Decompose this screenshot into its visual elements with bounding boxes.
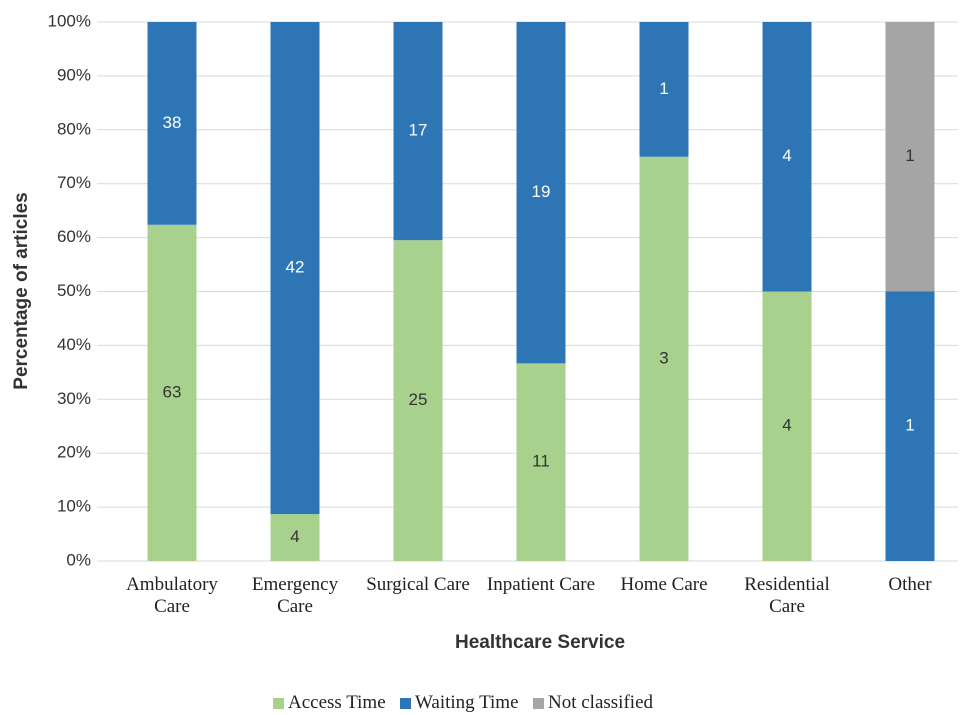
data-label: 38: [163, 113, 182, 132]
bar-segment: [393, 22, 443, 241]
bar-segment: [147, 224, 197, 561]
y-tick-label: 10%: [57, 497, 91, 516]
data-label: 1: [905, 146, 914, 165]
data-label: 42: [286, 258, 305, 277]
legend-swatch: [400, 697, 411, 709]
bar-segment: [516, 363, 566, 561]
legend-label: Waiting Time: [415, 692, 519, 713]
data-label: 3: [659, 348, 668, 367]
y-tick-label: 100%: [48, 11, 91, 30]
legend-label: Not classified: [548, 692, 654, 713]
legend-swatch: [273, 697, 284, 709]
y-tick-label: 0%: [66, 550, 91, 569]
bar-segment: [516, 22, 566, 364]
x-tick-label: Home Care: [620, 574, 708, 595]
bar-segment: [885, 22, 935, 292]
y-tick-label: 70%: [57, 173, 91, 192]
y-axis-title: Percentage of articles: [11, 192, 32, 389]
x-tick-label: Residential Care: [744, 574, 830, 617]
bar-segment: [270, 22, 320, 515]
legend-label: Access Time: [288, 692, 386, 713]
y-tick-label: 80%: [57, 119, 91, 138]
data-label: 4: [290, 527, 299, 546]
x-tick-label: Other: [888, 574, 932, 595]
bar-segment: [885, 291, 935, 561]
data-label: 63: [163, 382, 182, 401]
bar-segment: [762, 291, 812, 561]
legend-item: Not classified: [533, 692, 653, 714]
bar-segment: [270, 514, 320, 561]
bar-segment: [639, 156, 689, 561]
bar-segment: [393, 240, 443, 561]
x-axis-title: Healthcare Service: [455, 632, 625, 653]
data-label: 1: [905, 416, 914, 435]
data-label: 25: [409, 390, 428, 409]
y-tick-label: 50%: [57, 281, 91, 300]
x-tick-label: Surgical Care: [366, 574, 470, 595]
data-label: 11: [532, 452, 550, 471]
bar-segment: [762, 22, 812, 292]
y-tick-label: 20%: [57, 443, 91, 462]
data-label: 4: [782, 416, 791, 435]
y-tick-label: 40%: [57, 335, 91, 354]
x-tick-label: Ambulatory Care: [126, 574, 218, 617]
bar-segment: [147, 22, 197, 225]
data-label: 19: [532, 182, 551, 201]
data-label: 1: [659, 79, 668, 98]
data-label: 4: [782, 146, 791, 165]
y-tick-label: 30%: [57, 389, 91, 408]
y-tick-label: 60%: [57, 227, 91, 246]
legend-swatch: [533, 697, 544, 709]
legend-item: Waiting Time: [400, 692, 519, 714]
x-tick-label: Emergency Care: [251, 574, 339, 617]
legend-item: Access Time: [273, 692, 386, 714]
bar-segment: [639, 22, 689, 157]
data-label: 17: [409, 121, 428, 140]
y-tick-label: 90%: [57, 65, 91, 84]
x-tick-label: Inpatient Care: [486, 574, 596, 595]
